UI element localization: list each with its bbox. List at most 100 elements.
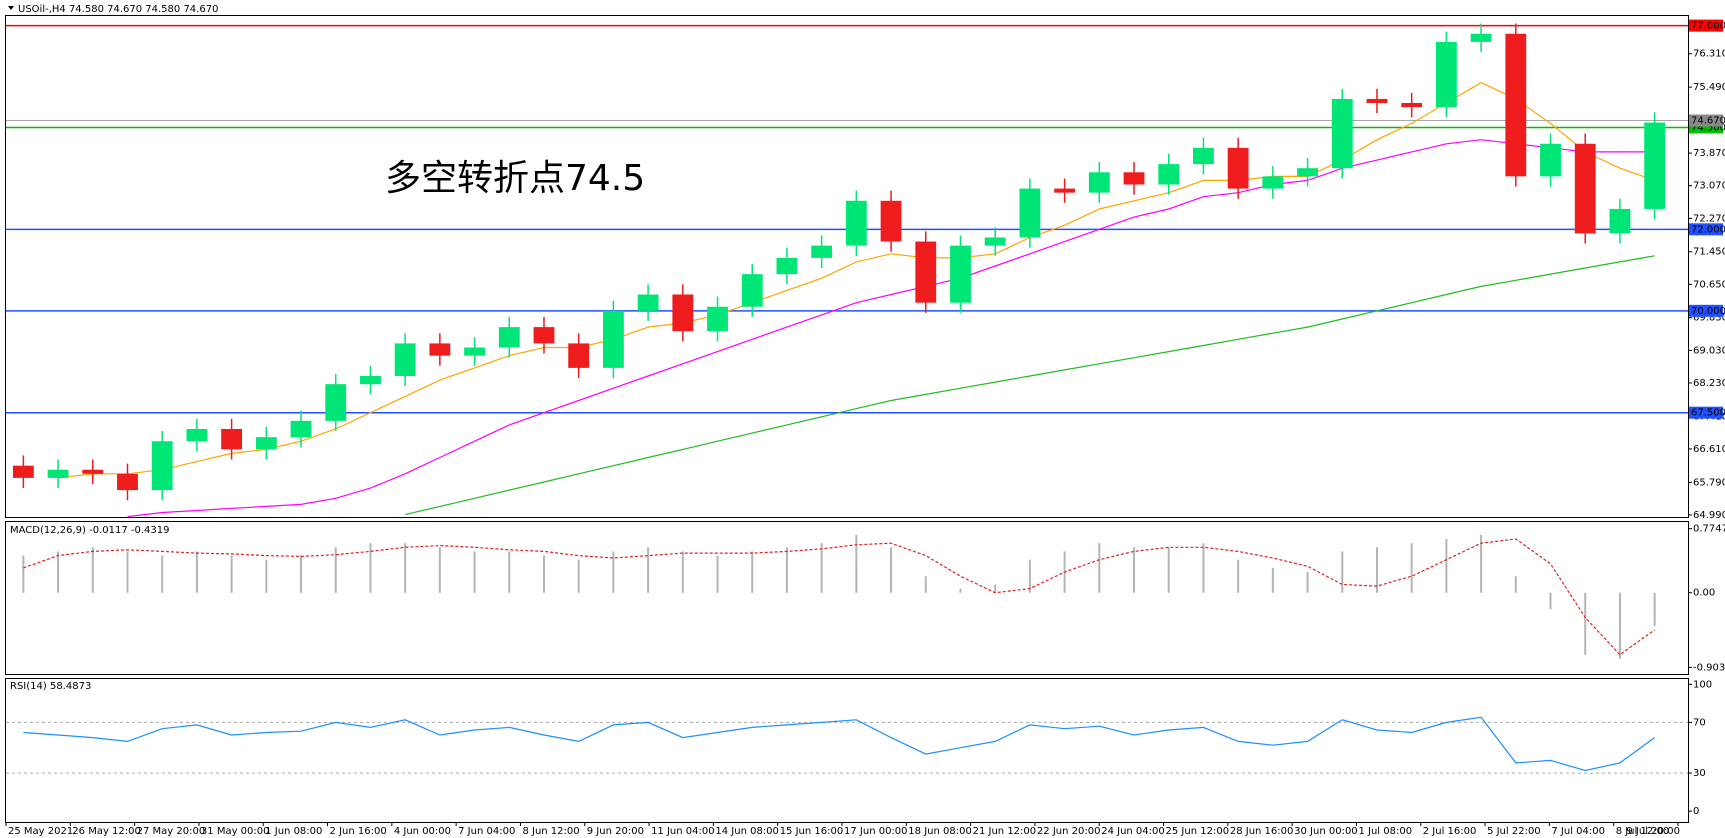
y-tick-label: 65.790 xyxy=(1693,477,1725,488)
y-tick-label: 68.230 xyxy=(1693,378,1725,389)
x-tick-label: 11 Jun 04:00 xyxy=(651,826,715,837)
candle-body xyxy=(1019,188,1041,238)
x-tick-label: 18 Jun 08:00 xyxy=(908,826,972,837)
candle-body xyxy=(1366,98,1388,104)
candle-body xyxy=(1644,122,1666,209)
level-label: 74.500 xyxy=(1691,122,1725,133)
candle-body xyxy=(1158,164,1180,185)
candle-body xyxy=(255,437,277,450)
candle-body xyxy=(186,428,208,442)
candle-body xyxy=(741,274,763,307)
candle-body xyxy=(464,347,485,356)
candle-body xyxy=(845,200,867,246)
x-tick-label: 14 Jun 08:00 xyxy=(715,826,779,837)
moving-average xyxy=(404,255,1655,516)
y-tick-label: 69.030 xyxy=(1693,345,1725,356)
x-tick-label: 2 Jul 16:00 xyxy=(1423,826,1477,837)
level-label-box xyxy=(1689,304,1723,317)
y-tick-label: -0.9034 xyxy=(1693,662,1725,673)
x-tick-label: 30 Jun 00:00 xyxy=(1294,826,1358,837)
candle-body xyxy=(12,465,34,478)
x-tick-label: 8 Jun 12:00 xyxy=(522,826,579,837)
candle-body xyxy=(1054,188,1076,193)
y-tick-label: 73.070 xyxy=(1693,181,1725,192)
candle-body xyxy=(533,327,555,344)
candle-body xyxy=(1609,208,1631,234)
candle-body xyxy=(394,343,416,377)
chart-title: USOil-,H4 74.580 74.670 74.580 74.670 xyxy=(18,4,218,15)
candle-body xyxy=(915,241,937,303)
candle-body xyxy=(950,245,971,303)
candle-body xyxy=(1331,98,1353,169)
y-tick-label: 73.870 xyxy=(1693,148,1725,159)
candle-body xyxy=(1401,103,1423,108)
annotation: 多空转折点74.5 xyxy=(385,158,645,199)
x-tick-label: 31 May 00:00 xyxy=(201,826,270,837)
macd-panel xyxy=(5,521,1689,675)
candle-body xyxy=(602,310,624,368)
y-tick-label: 72.270 xyxy=(1693,213,1725,224)
price-panel xyxy=(5,15,1689,518)
x-tick-label: 17 Jun 00:00 xyxy=(844,826,908,837)
level-label-box xyxy=(1689,121,1723,134)
level-label: 72.000 xyxy=(1691,224,1725,235)
x-tick-label: 9 Jul 20:00 xyxy=(1626,826,1680,837)
candle-body xyxy=(117,473,138,491)
x-tick-label: 26 May 12:00 xyxy=(72,826,141,837)
candle-body xyxy=(429,343,451,356)
candle-body xyxy=(82,469,104,474)
x-tick-label: 28 Jun 16:00 xyxy=(1230,826,1294,837)
candle-body xyxy=(637,294,659,311)
candle-body xyxy=(221,428,243,450)
candle-body xyxy=(984,237,1006,246)
candle-body xyxy=(1123,172,1145,185)
x-tick-label: 15 Jun 16:00 xyxy=(780,826,844,837)
y-tick-label: 0.7747 xyxy=(1693,524,1725,535)
x-tick-label: 7 Jul 04:00 xyxy=(1551,826,1605,837)
x-tick-label: 25 May 2021 xyxy=(8,826,73,837)
x-tick-label: 22 Jun 20:00 xyxy=(1037,826,1101,837)
y-tick-label: 70.650 xyxy=(1693,279,1725,290)
level-label: 70.000 xyxy=(1691,306,1725,317)
y-tick-label: 100 xyxy=(1693,679,1712,690)
x-tick-label: 5 Jul 22:00 xyxy=(1487,826,1541,837)
level-label: 77.000 xyxy=(1691,21,1725,32)
x-tick-label: 27 May 20:00 xyxy=(137,826,206,837)
level-label-box xyxy=(1689,19,1723,32)
x-tick-label: 25 Jun 12:00 xyxy=(1166,826,1230,837)
candle-body xyxy=(290,420,312,438)
x-tick-label: 2 Jun 16:00 xyxy=(330,826,387,837)
x-tick-label: 4 Jun 00:00 xyxy=(394,826,451,837)
y-tick-label: 0.00 xyxy=(1693,588,1715,599)
menu-arrow[interactable] xyxy=(8,6,14,10)
candle-body xyxy=(1297,168,1318,177)
candle-body xyxy=(1193,147,1214,165)
y-tick-label: 0 xyxy=(1693,806,1699,817)
y-tick-label: 70 xyxy=(1693,717,1706,728)
moving-average xyxy=(127,139,1655,518)
y-tick-label: 64.990 xyxy=(1693,510,1725,521)
moving-average xyxy=(58,81,1655,479)
level-label-box xyxy=(1689,406,1723,419)
candle-body xyxy=(1227,147,1249,189)
level-label-box xyxy=(1689,223,1723,236)
y-tick-label: 76.310 xyxy=(1693,49,1725,60)
candle-body xyxy=(776,257,798,275)
candle-body xyxy=(1088,172,1110,193)
candle-body xyxy=(1470,33,1492,42)
x-tick-label: 1 Jun 08:00 xyxy=(265,826,322,837)
x-tick-label: 7 Jun 04:00 xyxy=(458,826,515,837)
candle-body xyxy=(1540,143,1561,177)
candle-body xyxy=(325,384,347,421)
candle-body xyxy=(1505,33,1527,177)
candle-body xyxy=(880,200,902,242)
rsi-title: RSI(14) 58.4873 xyxy=(10,681,91,692)
y-tick-label: 71.450 xyxy=(1693,247,1725,258)
x-tick-label: 24 Jun 04:00 xyxy=(1101,826,1165,837)
bid-label: 74.670 xyxy=(1691,116,1725,127)
candle-body xyxy=(1262,176,1284,189)
x-tick-label: 21 Jun 12:00 xyxy=(973,826,1037,837)
bid-label-box xyxy=(1689,114,1723,127)
